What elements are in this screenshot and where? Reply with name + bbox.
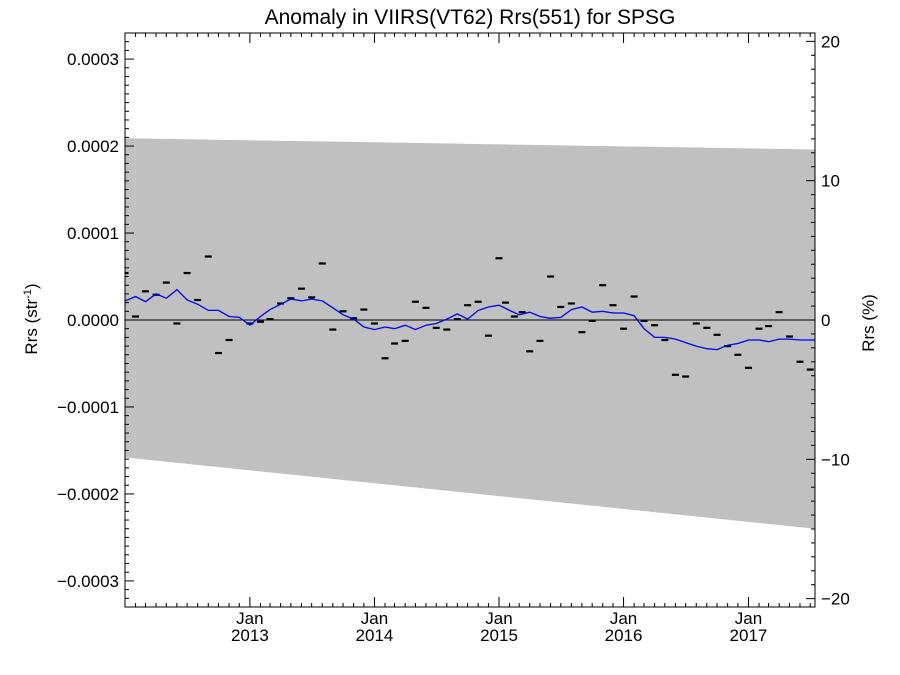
uncertainty-band xyxy=(125,138,815,529)
left-axis-title: Rrs (str-1) xyxy=(22,283,41,354)
chart-title: Anomaly in VIIRS(VT62) Rrs(551) for SPSG xyxy=(265,6,676,29)
x-tick-month-0: Jan xyxy=(236,609,263,628)
left-axis-title-main: Rrs (str xyxy=(22,299,41,355)
x-tick-year-3: 2016 xyxy=(605,626,643,645)
x-tick-year-2: 2015 xyxy=(480,626,518,645)
left-tick-label-3: 0.0000 xyxy=(67,311,119,330)
x-tick-month-2: Jan xyxy=(485,609,512,628)
right-tick-label-2: 0 xyxy=(821,311,830,330)
left-tick-label-2: 0.0001 xyxy=(67,224,119,243)
x-tick-year-1: 2014 xyxy=(356,626,394,645)
right-tick-label-3: −10 xyxy=(821,450,850,469)
x-tick-month-3: Jan xyxy=(610,609,637,628)
left-tick-label-4: −0.0001 xyxy=(57,398,119,417)
x-tick-year-4: 2017 xyxy=(730,626,768,645)
right-axis-title: Rrs (%) xyxy=(859,294,878,352)
right-tick-label-4: −20 xyxy=(821,590,850,609)
x-tick-month-1: Jan xyxy=(361,609,388,628)
left-tick-label-6: −0.0003 xyxy=(57,572,119,591)
left-tick-label-0: 0.0003 xyxy=(67,50,119,69)
right-tick-label-0: 20 xyxy=(821,32,840,51)
x-tick-year-0: 2013 xyxy=(231,626,269,645)
left-tick-label-1: 0.0002 xyxy=(67,137,119,156)
left-tick-label-5: −0.0002 xyxy=(57,485,119,504)
left-axis-title-end: ) xyxy=(22,283,41,289)
running-mean-line xyxy=(124,288,815,351)
plot-area: 0.0003 0.0002 0.0001 0.0000 −0.0001 −0.0002 −0… xyxy=(57,32,850,645)
x-tick-month-4: Jan xyxy=(735,609,762,628)
left-axis-title-sup: -1 xyxy=(22,289,34,299)
monthly-anomaly-series xyxy=(125,255,814,378)
right-tick-label-1: 10 xyxy=(821,172,840,191)
